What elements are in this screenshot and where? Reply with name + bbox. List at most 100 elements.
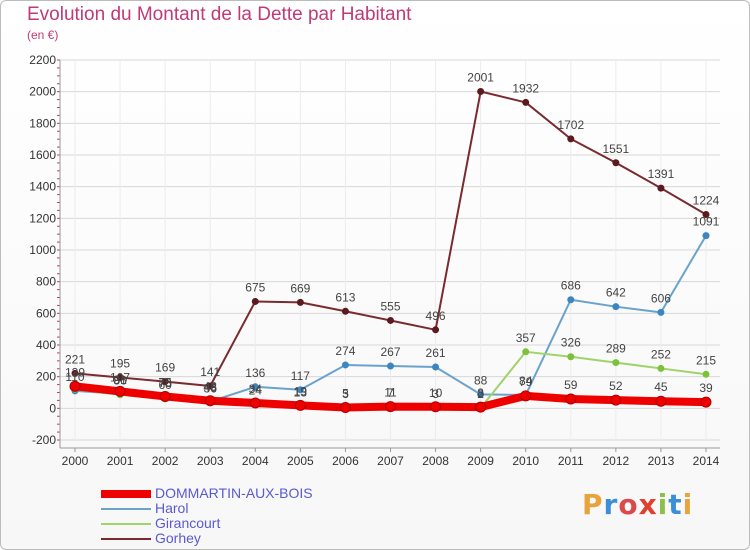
x-tick-label: 2013 (648, 454, 675, 468)
legend-swatch (101, 522, 151, 525)
data-point (69, 380, 81, 392)
chart-title: Evolution du Montant de la Dette par Hab… (27, 4, 412, 25)
y-tick-label: 1600 (29, 148, 56, 162)
legend-label: Gorhey (155, 530, 201, 546)
data-label: 195 (110, 356, 130, 370)
data-label: 169 (155, 361, 175, 375)
data-point (206, 382, 214, 390)
data-point (114, 385, 126, 397)
data-point (432, 326, 440, 334)
data-point (387, 362, 394, 370)
data-label: 267 (380, 345, 400, 359)
data-point (477, 88, 485, 96)
data-label: 2 (477, 387, 484, 401)
logo-letter: t (668, 488, 683, 521)
data-label: 5 (342, 387, 349, 401)
legend-item-girancourt[interactable]: Girancourt (101, 516, 313, 531)
x-tick-label: 2005 (287, 454, 314, 468)
data-point (612, 159, 620, 167)
legend-label: Girancourt (155, 515, 221, 531)
data-point (522, 348, 530, 356)
data-point (159, 390, 171, 402)
data-label: 686 (561, 279, 581, 293)
data-point (612, 303, 620, 311)
y-tick-label: -200 (32, 433, 56, 447)
data-point (702, 370, 710, 378)
data-label: 24 (249, 384, 263, 398)
logo-letter: o (618, 488, 639, 521)
data-label: 91 (113, 373, 127, 387)
x-tick-label: 2007 (377, 454, 404, 468)
data-label: 3 (432, 387, 439, 401)
proxiti-logo: Proxiti (582, 488, 693, 521)
data-point (567, 353, 575, 361)
legend-item-harol[interactable]: Harol (101, 501, 313, 516)
legend-swatch (101, 489, 151, 498)
data-point (520, 390, 532, 402)
data-point (296, 298, 304, 306)
x-tick-label: 2003 (197, 454, 224, 468)
data-label: 555 (380, 299, 400, 313)
data-label: 1224 (693, 194, 720, 208)
data-label: 43 (204, 381, 218, 395)
data-label: 221 (65, 352, 85, 366)
legend-swatch (101, 537, 151, 540)
data-point (610, 394, 622, 406)
logo-letter: i (657, 488, 669, 521)
y-tick-label: 1400 (29, 180, 56, 194)
data-label: 669 (290, 281, 310, 295)
data-point (251, 297, 259, 305)
data-label: 36 (204, 382, 218, 396)
data-point (161, 378, 169, 386)
data-point (204, 395, 216, 407)
x-tick-label: 2014 (693, 454, 720, 468)
y-tick-label: 800 (36, 275, 56, 289)
x-tick-label: 2012 (603, 454, 630, 468)
logo-letter: i (682, 488, 694, 521)
x-tick-label: 2002 (152, 454, 179, 468)
x-tick-label: 2008 (422, 454, 449, 468)
x-tick-label: 2001 (107, 454, 134, 468)
data-point (612, 359, 620, 367)
legend-item-gorhey[interactable]: Gorhey (101, 531, 313, 546)
data-label: 52 (609, 379, 623, 393)
legend-label: DOMMARTIN-AUX-BOIS (155, 485, 313, 501)
data-point (251, 383, 259, 391)
y-tick-label: 1200 (29, 211, 56, 225)
data-label: 613 (335, 290, 355, 304)
x-tick-label: 2000 (62, 454, 89, 468)
data-label: 73 (158, 376, 172, 390)
logo-letter: P (582, 488, 604, 521)
data-label: 75 (158, 375, 172, 389)
data-point (339, 402, 351, 414)
data-label: 136 (245, 366, 265, 380)
data-label: 7 (387, 386, 394, 400)
legend: DOMMARTIN-AUX-BOIS Harol Girancourt Gorh… (101, 486, 313, 546)
data-label: 274 (335, 344, 355, 358)
data-label: 215 (696, 353, 716, 367)
data-label: 79 (519, 375, 533, 389)
y-tick-label: 0 (49, 401, 56, 415)
data-label: 642 (606, 286, 626, 300)
x-tick-label: 2006 (332, 454, 359, 468)
data-label: 34 (249, 382, 263, 396)
data-point (432, 363, 440, 371)
y-tick-label: 1000 (29, 243, 56, 257)
data-label: 45 (654, 380, 668, 394)
data-label: 1932 (512, 81, 539, 95)
data-label: 59 (564, 378, 578, 392)
x-tick-label: 2011 (558, 454, 584, 468)
data-point (702, 211, 710, 219)
data-label: 84 (519, 374, 533, 388)
legend-item-dommartin[interactable]: DOMMARTIN-AUX-BOIS (101, 486, 313, 501)
y-tick-label: 600 (36, 306, 56, 320)
logo-letter: x (638, 488, 658, 521)
data-label: 2001 (467, 71, 494, 85)
data-label: 606 (651, 291, 671, 305)
data-label: 110 (65, 370, 84, 384)
data-point (567, 135, 575, 143)
data-label: 39 (699, 381, 713, 395)
data-point (341, 361, 349, 369)
data-point (567, 296, 575, 304)
